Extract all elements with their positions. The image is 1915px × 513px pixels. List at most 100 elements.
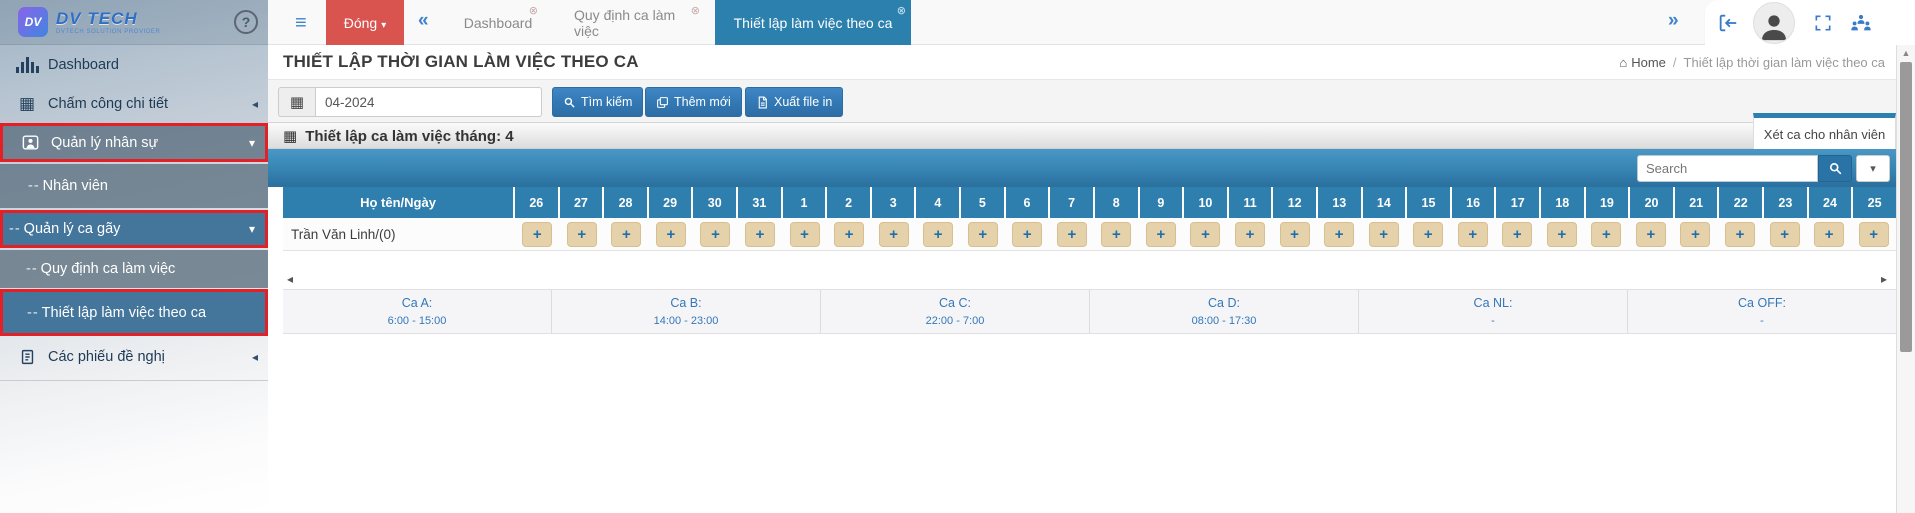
add-shift-button[interactable]: + [1056, 221, 1087, 247]
tab-close-icon[interactable]: ⊗ [690, 5, 700, 17]
sidebar-item-thiet-lap-lam-viec-theo-ca[interactable]: Thiết lập làm việc theo ca [0, 289, 268, 336]
column-header-day: 30 [693, 187, 739, 218]
add-shift-button[interactable]: + [1725, 221, 1756, 247]
add-shift-button[interactable]: + [745, 221, 775, 247]
sidebar-item-quan-ly-nhan-su[interactable]: Quản lý nhân sự ▾ [0, 123, 268, 162]
add-shift-button[interactable]: + [1635, 221, 1666, 247]
calendar-icon[interactable]: ▦ [278, 87, 315, 117]
tab-thiet-lap-lam-viec-theo-ca[interactable]: Thiết lập làm việc theo ca ⊗ [715, 0, 911, 45]
add-shift-button[interactable]: + [1279, 221, 1310, 247]
table-row: Trần Văn Linh/(0) + + + + [283, 218, 1896, 251]
table-search-button[interactable] [1818, 155, 1852, 182]
add-shift-button[interactable]: + [1502, 221, 1533, 247]
plus-icon: + [1691, 225, 1700, 243]
add-shift-button[interactable]: + [566, 221, 597, 247]
sidebar-item-cham-cong-chi-tiet[interactable]: ▦ Chấm công chi tiết ◂ [0, 85, 268, 123]
plus-icon: + [844, 225, 854, 243]
tab-close-icon[interactable]: ⊗ [528, 5, 538, 17]
sidebar-item-nhan-vien[interactable]: Nhân viên [0, 164, 268, 208]
tabs-scroll-right-icon[interactable]: » [1668, 10, 1679, 31]
vertical-scrollbar[interactable]: ▲ [1896, 45, 1915, 513]
column-header-day: 11 [1228, 187, 1274, 218]
add-shift-button[interactable]: + [878, 221, 909, 247]
sidebar-item-quy-dinh-ca-lam-viec[interactable]: Quy định ca làm việc [0, 250, 268, 288]
brand-logo-icon[interactable]: DV [18, 7, 48, 37]
add-shift-button[interactable]: + [1858, 221, 1889, 247]
day-cell: + [515, 218, 560, 250]
day-cell: + [1450, 218, 1495, 250]
sidebar-item-quan-ly-ca-gay[interactable]: Quản lý ca gãy ▾ [0, 210, 268, 248]
add-shift-button[interactable]: + [967, 221, 998, 247]
org-users-icon[interactable] [1849, 12, 1873, 34]
column-header-day: 23 [1764, 187, 1809, 218]
tab-dashboard[interactable]: Dashboard ⊗ [456, 0, 540, 45]
sign-out-button[interactable] [1717, 12, 1739, 34]
column-header-day: 2 [827, 187, 872, 218]
column-header-day: 21 [1674, 187, 1720, 218]
top-bar: ≡ Đóng ▾ « Dashboard ⊗ Quy định ca làm vi… [268, 0, 1915, 45]
table-search-input[interactable] [1637, 155, 1818, 182]
plus-icon: + [621, 225, 631, 243]
add-shift-button[interactable]: + [522, 221, 553, 247]
breadcrumb-home-link[interactable]: ⌂ Home [1619, 55, 1666, 70]
plus-icon: + [577, 225, 587, 243]
fullscreen-icon[interactable] [1813, 13, 1833, 33]
plus-icon: + [800, 225, 809, 243]
add-shift-button[interactable]: + [1368, 221, 1399, 247]
add-shift-button[interactable]: + [1413, 221, 1444, 247]
calendar-icon: ▦ [18, 94, 36, 113]
column-header-day: 8 [1094, 187, 1140, 218]
day-cell: + [1228, 218, 1273, 250]
plus-icon: + [1824, 225, 1834, 243]
sidebar-item-dashboard[interactable]: Dashboard [0, 45, 268, 85]
close-dropdown-button[interactable]: Đóng ▾ [326, 0, 404, 45]
add-shift-button[interactable]: + [789, 221, 820, 247]
help-icon[interactable]: ? [234, 10, 258, 34]
sidebar-item-cac-phieu-de-nghi[interactable]: Các phiếu đề nghị ◂ [0, 337, 268, 376]
sidebar-item-label: Chấm công chi tiết [48, 96, 169, 112]
add-shift-button[interactable]: + [834, 221, 865, 247]
add-shift-button[interactable]: + [1145, 221, 1176, 247]
tab-close-icon[interactable]: ⊗ [896, 5, 906, 17]
table-options-dropdown[interactable]: ▾ [1856, 155, 1890, 182]
export-print-button[interactable]: Xuất file in [745, 87, 844, 117]
search-icon [564, 97, 575, 108]
add-shift-button[interactable]: + [923, 221, 954, 247]
add-shift-button[interactable]: + [1769, 221, 1800, 247]
user-avatar[interactable] [1753, 1, 1795, 44]
tabs-scroll-left-icon[interactable]: « [418, 10, 429, 31]
month-input[interactable] [315, 87, 542, 117]
add-shift-button[interactable]: + [1012, 221, 1043, 247]
shift-name: Ca NL: [1473, 296, 1513, 310]
brand[interactable]: DV TECH DVTECH SOLUTION PROVIDER [56, 10, 160, 35]
page-header: THIẾT LẬP THỜI GIAN LÀM VIỆC THEO CA ⌂ Ho… [268, 45, 1915, 80]
add-shift-button[interactable]: + [1546, 221, 1577, 247]
tab-quy-dinh-ca-lam-viec[interactable]: Quy định ca làm việc ⊗ [558, 0, 702, 45]
search-button[interactable]: Tìm kiếm [552, 87, 644, 117]
add-new-button[interactable]: Thêm mới [645, 87, 742, 117]
add-shift-button[interactable]: + [611, 221, 642, 247]
add-shift-button[interactable]: + [1190, 221, 1221, 247]
breadcrumb-current: Thiết lập thời gian làm việc theo ca [1683, 55, 1885, 70]
hamburger-icon[interactable]: ≡ [295, 12, 307, 34]
add-shift-button[interactable]: + [1101, 221, 1132, 247]
add-shift-button[interactable]: + [1324, 221, 1355, 247]
scroll-right-icon[interactable]: ▸ [1880, 272, 1887, 286]
plus-icon: + [1780, 225, 1789, 243]
sidebar-subitem-label: Thiết lập làm việc theo ca [27, 305, 206, 321]
plus-icon: + [1022, 225, 1032, 243]
add-shift-button[interactable]: + [1457, 221, 1488, 247]
column-header-day: 4 [916, 187, 962, 218]
add-shift-button[interactable]: + [1235, 221, 1266, 247]
scroll-up-icon[interactable]: ▲ [1901, 48, 1911, 58]
add-shift-button[interactable]: + [1814, 221, 1845, 247]
add-shift-button[interactable]: + [700, 221, 731, 247]
add-shift-button[interactable]: + [655, 221, 686, 247]
day-cell: + [1807, 218, 1852, 250]
scroll-left-icon[interactable]: ◂ [287, 272, 294, 286]
tab-xet-ca-cho-nhan-vien[interactable]: Xét ca cho nhân viên [1753, 113, 1896, 150]
add-shift-button[interactable]: + [1680, 221, 1711, 247]
add-shift-button[interactable]: + [1591, 221, 1622, 247]
scrollbar-thumb[interactable] [1900, 62, 1912, 352]
sidebar-divider [0, 380, 268, 381]
